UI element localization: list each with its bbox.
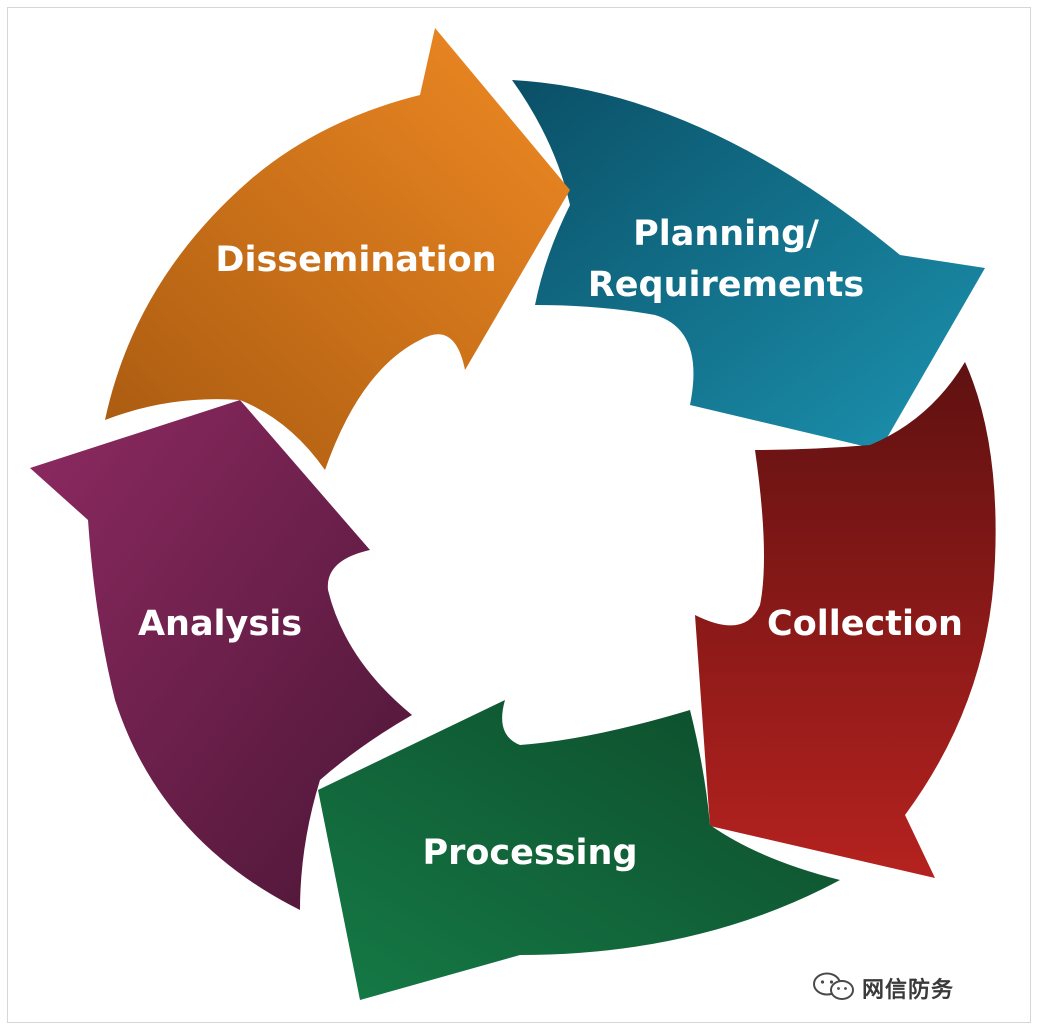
dissemination-arrow [105, 28, 570, 470]
analysis-arrow [30, 400, 412, 910]
collection-label: Collection [767, 604, 963, 644]
collection-arrow [695, 362, 996, 878]
processing-label: Processing [422, 833, 637, 873]
planning-arrow [512, 80, 985, 450]
watermark: 网信防务 [812, 970, 954, 1006]
watermark-text: 网信防务 [862, 978, 955, 1003]
analysis-label: Analysis [138, 604, 302, 644]
planning-label: Planning/ [633, 214, 819, 254]
dissemination-label: Dissemination [215, 240, 496, 280]
processing-arrow [318, 700, 840, 1000]
requirements-label: Requirements [588, 265, 864, 305]
wechat-icon [812, 971, 856, 1005]
